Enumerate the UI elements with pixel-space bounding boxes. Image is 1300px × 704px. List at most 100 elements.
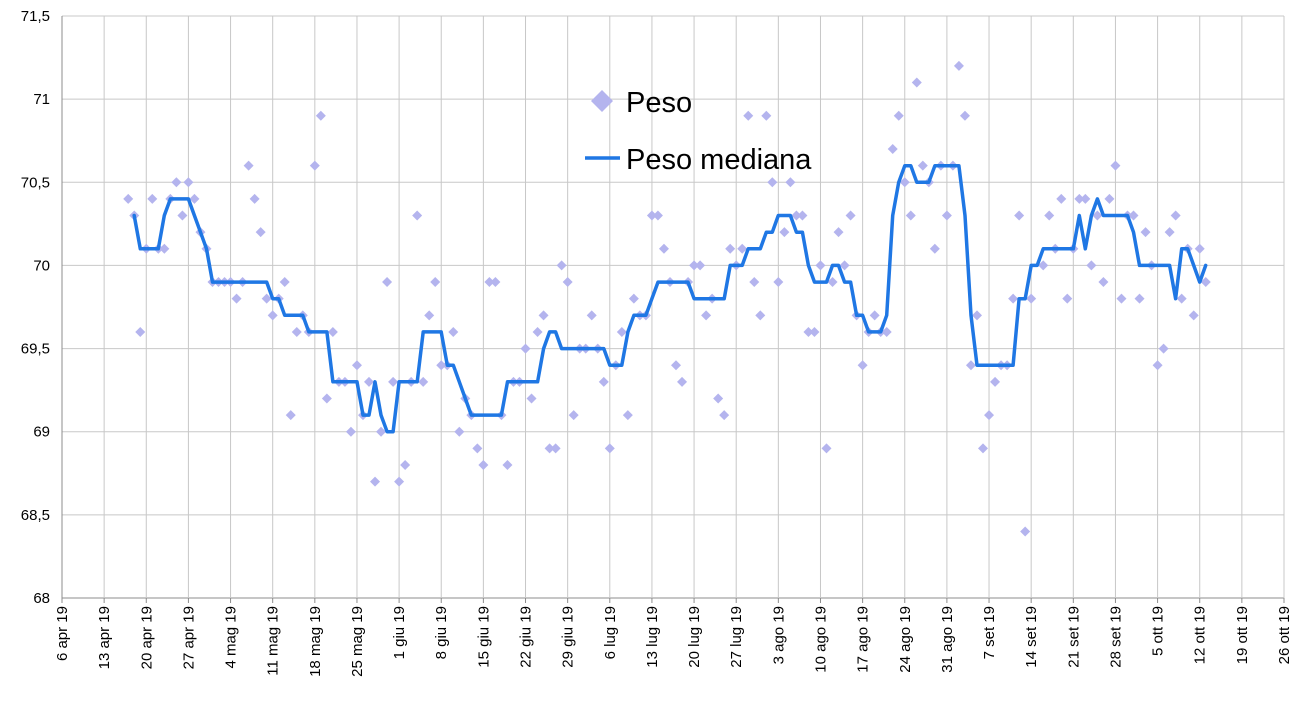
peso-point [243, 160, 254, 171]
peso-point [815, 260, 826, 271]
peso-point [520, 343, 531, 354]
peso-point [616, 326, 627, 337]
x-tick-label: 5 ott 19 [1150, 606, 1167, 656]
peso-point [658, 243, 669, 254]
y-tick-label: 69 [33, 424, 50, 441]
x-tick-label: 12 ott 19 [1192, 606, 1209, 664]
peso-point [538, 310, 549, 321]
peso-point [478, 459, 489, 470]
x-tick-label: 6 lug 19 [602, 606, 619, 659]
peso-point [689, 260, 700, 271]
peso-point [929, 243, 940, 254]
peso-point [839, 260, 850, 271]
peso-point [550, 443, 561, 454]
peso-point [598, 376, 609, 387]
peso-point [1026, 293, 1037, 304]
peso-point [1116, 293, 1127, 304]
x-tick-label: 26 ott 19 [1276, 606, 1293, 664]
peso-point [135, 326, 146, 337]
peso-point [767, 177, 778, 188]
peso-point [1134, 293, 1145, 304]
peso-point [502, 459, 513, 470]
peso-point [1044, 210, 1055, 221]
peso-point [857, 360, 868, 371]
peso-point [905, 210, 916, 221]
x-tick-label: 19 ott 19 [1234, 606, 1251, 664]
peso-point [279, 277, 290, 288]
peso-point [990, 376, 1001, 387]
peso-point [159, 243, 170, 254]
peso-point [1200, 277, 1211, 288]
x-tick-label: 1 giu 19 [391, 606, 408, 659]
peso-point [1152, 360, 1163, 371]
x-tick-label: 31 ago 19 [939, 606, 956, 673]
peso-point [261, 293, 272, 304]
x-tick-label: 29 giu 19 [560, 606, 577, 668]
peso-point [472, 443, 483, 454]
x-tick-label: 3 ago 19 [770, 606, 787, 664]
x-tick-label: 15 giu 19 [475, 606, 492, 668]
peso-point [701, 310, 712, 321]
peso-point [604, 443, 615, 454]
legend-peso-label: Peso [626, 87, 692, 119]
y-tick-label: 70,5 [21, 174, 50, 191]
peso-point [881, 326, 892, 337]
peso-point [1188, 310, 1199, 321]
x-tick-label: 20 lug 19 [686, 606, 703, 668]
y-tick-label: 71 [33, 91, 50, 108]
peso-point [586, 310, 597, 321]
peso-point [370, 476, 381, 487]
x-tick-label: 25 mag 19 [349, 606, 366, 677]
peso-point [490, 277, 501, 288]
peso-point [821, 443, 832, 454]
peso-point [646, 210, 657, 221]
peso-point [1164, 227, 1175, 238]
x-tick-label: 24 ago 19 [897, 606, 914, 673]
peso-point [231, 293, 242, 304]
x-tick-label: 8 giu 19 [433, 606, 450, 659]
peso-point [568, 410, 579, 421]
y-axis-ticks: 68 68,5 69 69,5 70 70,5 71 71,5 [21, 8, 50, 607]
peso-point [1158, 343, 1169, 354]
peso-mediana-series [132, 163, 1208, 434]
peso-point [737, 243, 748, 254]
peso-point [327, 326, 338, 337]
peso-point [797, 210, 808, 221]
peso-point [376, 426, 387, 437]
peso-point [1194, 243, 1205, 254]
peso-point [430, 277, 441, 288]
peso-mediana-line [132, 163, 1208, 434]
x-tick-label: 11 mag 19 [265, 606, 282, 676]
peso-point [1074, 193, 1085, 204]
x-tick-label: 21 set 19 [1065, 606, 1082, 668]
peso-point [978, 443, 989, 454]
peso-point [436, 360, 447, 371]
peso-point [255, 227, 266, 238]
peso-point [364, 376, 375, 387]
peso-point [743, 110, 754, 121]
x-tick-label: 17 ago 19 [855, 606, 872, 673]
peso-point [382, 277, 393, 288]
peso-point [911, 77, 922, 88]
peso-point [791, 210, 802, 221]
peso-point [123, 193, 134, 204]
peso-point [869, 310, 880, 321]
peso-point [953, 60, 964, 71]
legend-peso-marker [591, 90, 613, 112]
peso-point [1110, 160, 1121, 171]
peso-point [749, 277, 760, 288]
peso-point [628, 293, 639, 304]
peso-point [171, 177, 182, 188]
peso-point [147, 193, 158, 204]
peso-point [1008, 293, 1019, 304]
peso-series [123, 60, 1211, 537]
peso-point [1056, 193, 1067, 204]
peso-point [1104, 193, 1115, 204]
peso-point [984, 410, 995, 421]
peso-point [622, 410, 633, 421]
y-tick-label: 70 [33, 257, 50, 274]
x-tick-label: 27 lug 19 [728, 606, 745, 668]
peso-point [725, 243, 736, 254]
peso-point [532, 326, 543, 337]
peso-point [177, 210, 188, 221]
